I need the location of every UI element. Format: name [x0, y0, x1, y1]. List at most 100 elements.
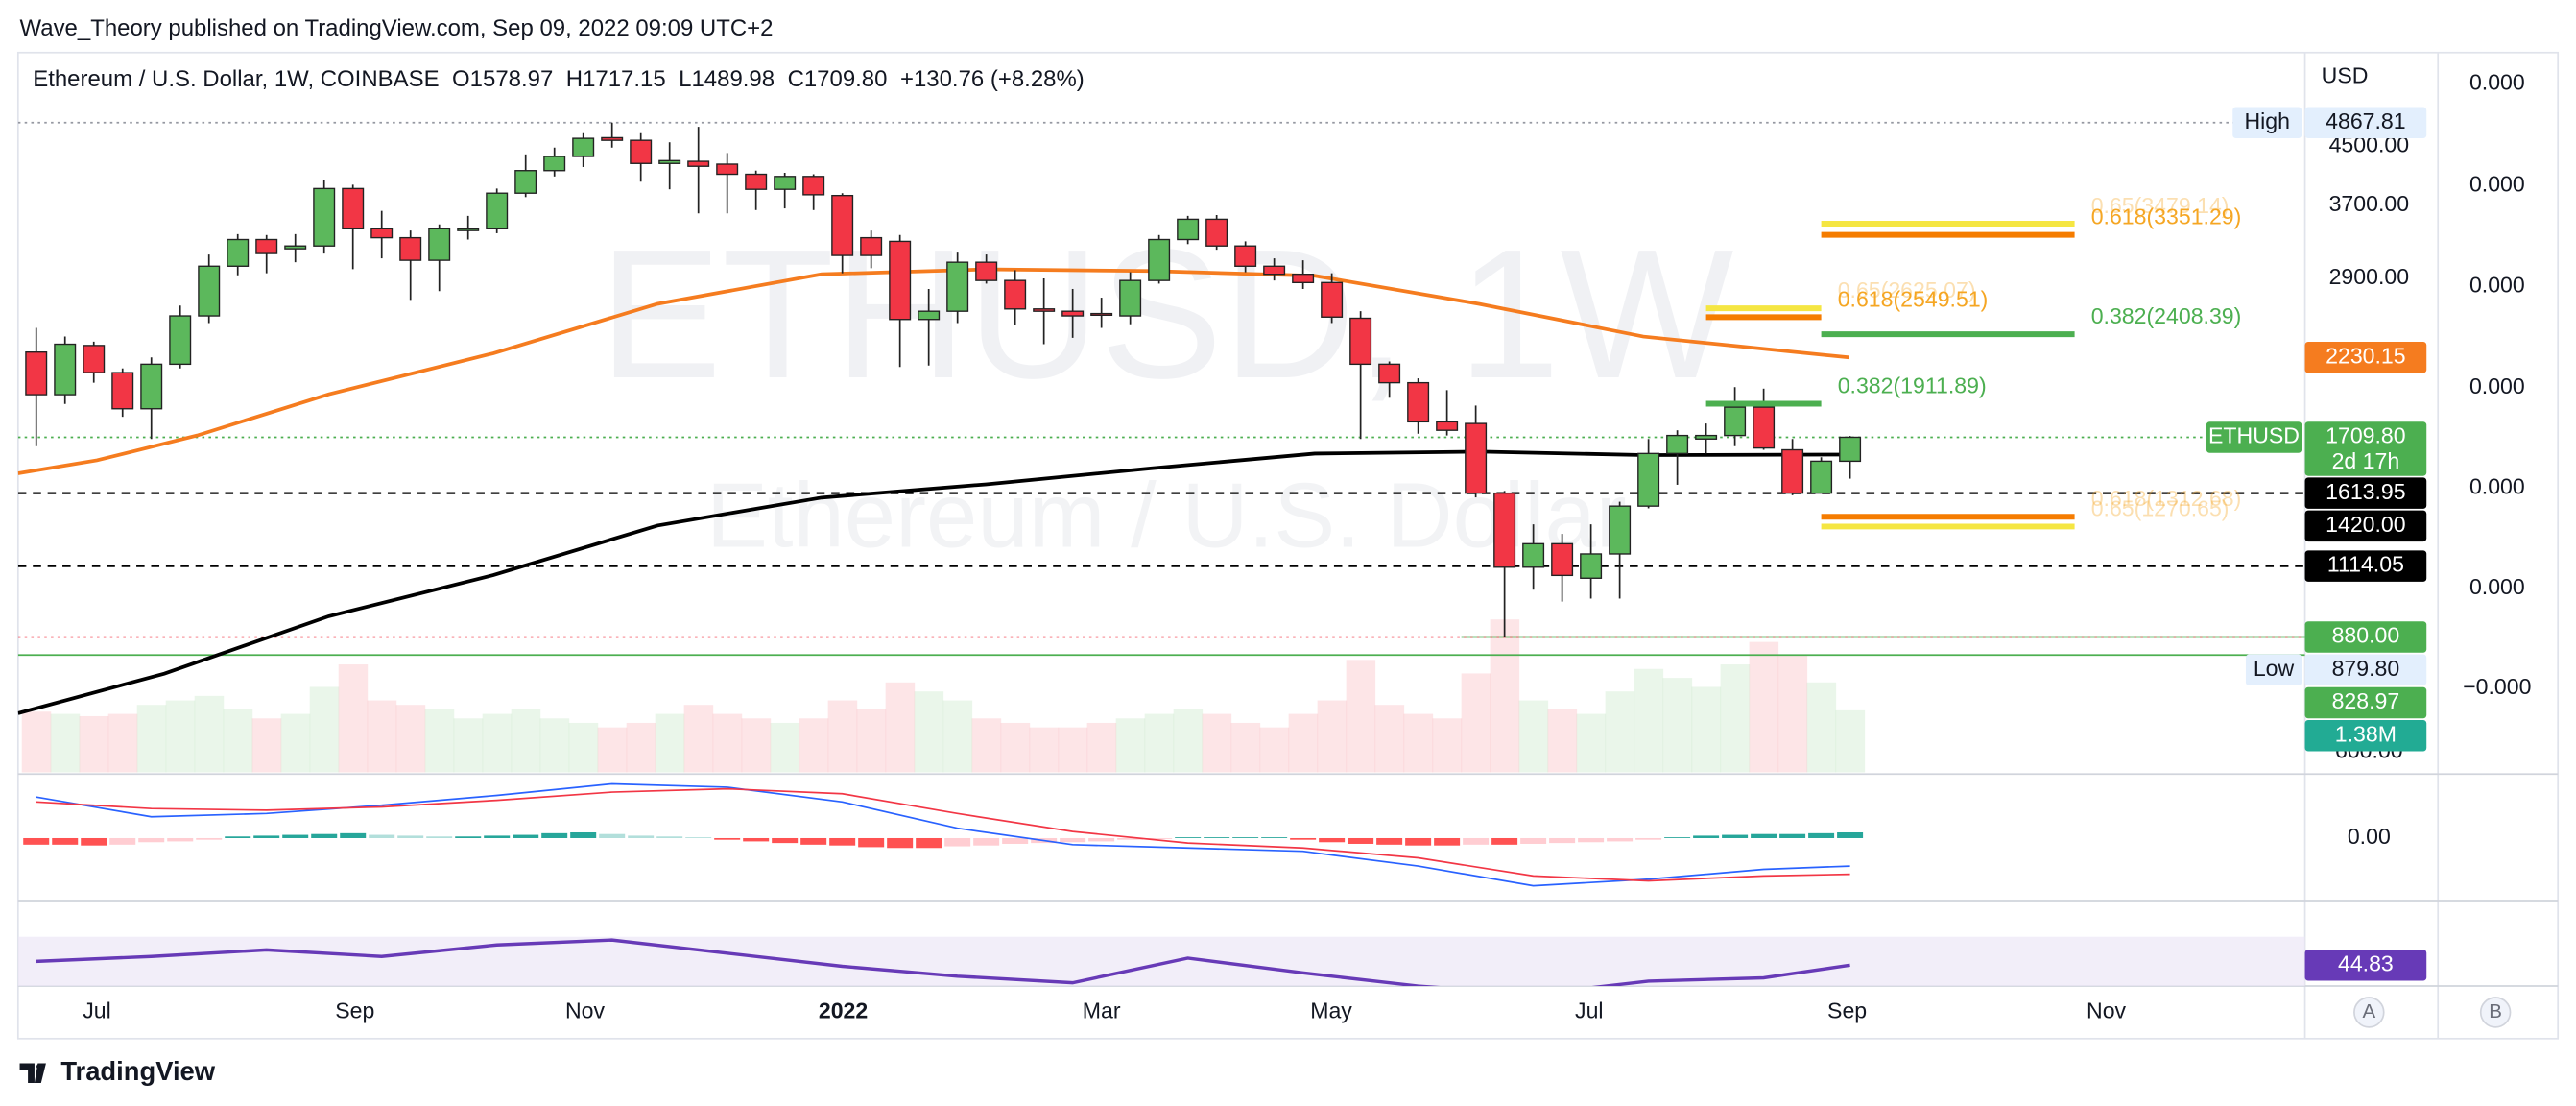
price-tag-caption: High [2244, 108, 2290, 133]
candle-body [457, 228, 480, 231]
macd-histogram [484, 835, 511, 838]
macd-histogram [1434, 837, 1461, 846]
macd-histogram [1722, 834, 1749, 838]
volume-area [107, 713, 138, 773]
macd-histogram [138, 837, 165, 843]
macd-histogram [282, 834, 309, 838]
legend: Ethereum / U.S. Dollar, 1W, COINBASE O15… [33, 66, 1085, 92]
x-tick-label: May [1310, 998, 1352, 1023]
candle-body [946, 261, 969, 312]
volume-area [1058, 727, 1088, 773]
macd-histogram [743, 837, 770, 842]
x-tick-label: Sep [1827, 998, 1867, 1023]
volume-area [1374, 705, 1405, 773]
price-tag-caption: ETHUSD [2208, 423, 2300, 448]
logo-dot [36, 1063, 43, 1070]
candle-body [514, 170, 537, 194]
macd-histogram [1578, 837, 1605, 843]
button-b-label[interactable]: B [2489, 1000, 2502, 1022]
button-b[interactable] [2479, 997, 2512, 1028]
macd-histogram [1664, 837, 1691, 838]
volume-area [136, 705, 167, 773]
price-tag-caption-box [2206, 421, 2302, 453]
macd-histogram [1808, 832, 1835, 838]
volume-area [79, 715, 109, 773]
macd-histogram [311, 833, 338, 838]
candle-body [1724, 406, 1747, 437]
macd-histogram [1348, 837, 1374, 844]
candle-body [572, 137, 595, 157]
candle-body [342, 187, 365, 230]
volume-area [1000, 722, 1031, 773]
volume-area [1317, 700, 1348, 773]
candle-body [54, 343, 77, 396]
y2-tick-label: −0.000 [2463, 674, 2531, 699]
button-a[interactable] [2353, 997, 2385, 1028]
candle-body [1522, 542, 1545, 568]
volume-area [770, 722, 800, 773]
candle-body [1465, 422, 1488, 494]
macd-histogram [225, 836, 251, 838]
candle-body [1033, 308, 1056, 312]
candle-body [1580, 553, 1603, 579]
macd-histogram [81, 837, 107, 846]
candle-body [428, 228, 451, 261]
candle-body [716, 163, 739, 176]
price-tag [2304, 107, 2427, 139]
candle-body [1493, 492, 1516, 568]
macd-histogram [1693, 835, 1720, 838]
macd-histogram [1060, 837, 1086, 843]
moving-average [17, 267, 1849, 475]
macd-histogram [1232, 837, 1259, 838]
brand-logo [19, 1063, 46, 1084]
price-tag-label: 828.97 [2332, 688, 2400, 713]
macd-histogram [1290, 837, 1317, 840]
volume-area [1403, 713, 1434, 773]
candle-body [601, 136, 624, 141]
y2-tick-label: 0.000 [2469, 574, 2525, 599]
macd-histogram [253, 835, 280, 838]
price-tag [2304, 719, 2427, 752]
candle-body [1349, 317, 1372, 366]
symbol-title: Ethereum / U.S. Dollar, 1W, COINBASE [33, 66, 439, 92]
candle-body [25, 351, 48, 396]
price-tag-label: 879.80 [2332, 656, 2400, 681]
macd-histogram [944, 837, 971, 847]
candle-body [630, 139, 653, 164]
macd-histogram [426, 836, 453, 838]
price-tag-label: 44.83 [2338, 950, 2394, 975]
candle-body [83, 345, 106, 373]
candle-body [227, 238, 250, 267]
volume-area [1346, 660, 1376, 773]
candle-body [486, 192, 509, 230]
volume-area [165, 700, 196, 773]
frame [16, 51, 2560, 1040]
volume-area [1029, 727, 1060, 773]
price-tag-caption-box [2245, 654, 2302, 686]
macd-histogram [1175, 837, 1202, 838]
macd-histogram [858, 837, 885, 848]
legend-high: H1717.15 [566, 66, 666, 92]
candle-body [1061, 310, 1085, 317]
candle-body [918, 310, 941, 321]
candle-body [1637, 452, 1660, 507]
candle-body [1205, 218, 1228, 247]
price-tag-label: 4867.81 [2326, 108, 2405, 133]
candle-body [370, 228, 394, 239]
macd-histogram [455, 836, 482, 838]
candle-body [313, 187, 336, 247]
y2-tick-label: 0.000 [2469, 473, 2525, 498]
button-a-label[interactable]: A [2362, 1000, 2375, 1022]
volume-area [1173, 709, 1204, 773]
candle-body [889, 240, 912, 321]
candle-body [198, 265, 221, 317]
volume-area [1086, 722, 1117, 773]
macd-histogram [397, 835, 424, 838]
volume-area [1777, 655, 1808, 773]
macd-histogram [800, 837, 827, 845]
macd-histogram [196, 837, 223, 840]
candle-body [1609, 505, 1632, 555]
y2-tick-label: 0.000 [2469, 373, 2525, 398]
